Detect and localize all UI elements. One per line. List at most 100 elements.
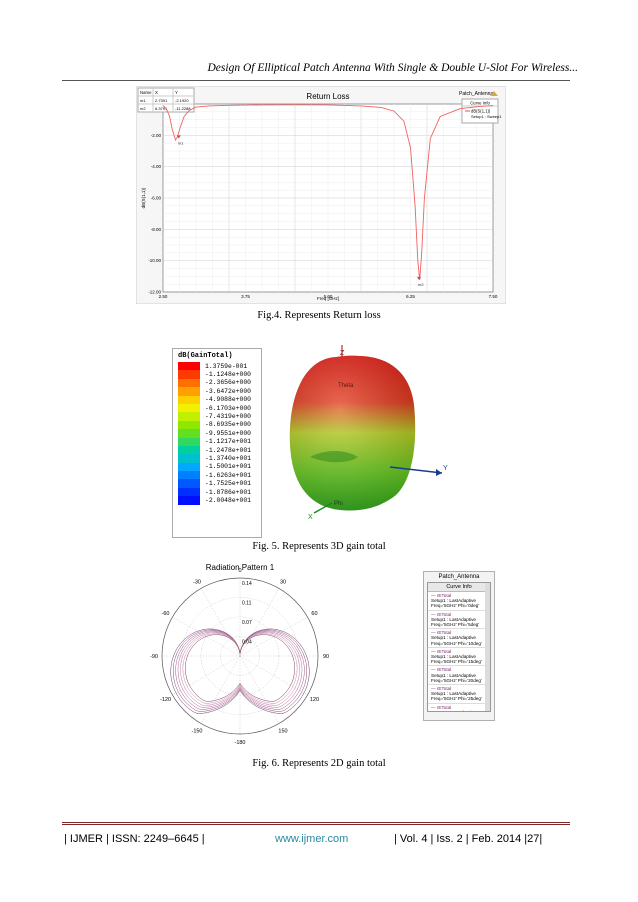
marker-table-cell: 6.3791 xyxy=(155,106,168,111)
curve-info-line: Setup1 : LastAdaptive xyxy=(431,635,476,641)
polar-labels: 0 30 60 90 120 150 -180 -150 -120 -90 -60 -30 0.14 0.… xyxy=(150,568,329,746)
gain-legend-row: -1.6263e+001 xyxy=(173,471,261,480)
gain-legend-swatch xyxy=(178,462,200,472)
curve-info-box: Curve Info dB(S(1,1)) Setup1 : Sweep1 xyxy=(461,98,502,124)
gain-legend-swatch xyxy=(178,370,200,379)
marker-table-cell: -11.2288 xyxy=(175,106,191,111)
angle-label: -180 xyxy=(234,740,245,746)
gain-legend-row: -6.1703e+000 xyxy=(173,403,261,413)
curve-info-line: Freq='5GHz' Phi='15deg' xyxy=(431,659,482,665)
angle-label: 60 xyxy=(311,611,317,617)
gain-legend-value: -8.6935e+000 xyxy=(205,421,252,429)
gain-legend-row: -1.8786e+001 xyxy=(173,487,261,497)
z-axis-label: Z xyxy=(340,350,345,357)
marker-table-header: X xyxy=(155,90,158,95)
angle-label: -60 xyxy=(162,611,170,617)
marker-table-cell: 2.7391 xyxy=(155,98,168,103)
pattern-curves xyxy=(170,628,310,714)
curve-info-line: Freq='5GHz' Phi='25deg' xyxy=(431,696,482,702)
curve-info-line: Freq='5GHz' Phi='20deg' xyxy=(431,677,482,683)
curve-info-line: Freq='5GHz' Phi='10deg' xyxy=(431,640,482,646)
angle-label: 150 xyxy=(278,728,287,734)
gain-legend-swatch xyxy=(178,395,200,404)
theta-label: Theta xyxy=(338,383,354,389)
gain-legend-swatch xyxy=(178,412,200,421)
gain-legend-value: -3.6472e+000 xyxy=(205,387,252,395)
marker-m1 xyxy=(176,135,181,139)
gain-legend-value: -9.9551e+000 xyxy=(205,429,252,437)
radial-tick: 0.11 xyxy=(242,601,252,607)
gain-legend-row: -1.5001e+001 xyxy=(173,462,261,472)
x-tick-label: 5.00 xyxy=(324,294,333,299)
gain-legend-swatch xyxy=(178,445,200,455)
curve-info-line: Freq='5GHz' Phi='0deg' xyxy=(431,603,480,609)
gain-legend-row: -9.9551e+000 xyxy=(173,429,261,438)
curve-info-line: Setup1 : LastAdaptive xyxy=(431,598,476,604)
curve-info-header: Curve Info xyxy=(428,583,490,592)
gain-legend-row: -1.1248e+000 xyxy=(173,370,261,379)
marker-table-cell: m2 xyxy=(140,106,146,111)
gain-legend-value: -1.5001e+001 xyxy=(205,463,252,471)
curve-info-title: Curve Info xyxy=(470,101,490,106)
footer-website-link[interactable]: www.ijmer.com xyxy=(275,833,349,845)
angle-label: 90 xyxy=(323,654,329,660)
polar-grid xyxy=(161,577,319,735)
legend-entry-setup: Setup1 : Sweep1 xyxy=(471,114,502,119)
gain-legend-row: -7.4319e+000 xyxy=(173,412,261,421)
gain-legend-row: 1.3759e-001 xyxy=(173,362,261,371)
gain-legend-row: -8.6935e+000 xyxy=(173,420,261,430)
radial-tick: 0.04 xyxy=(242,640,252,646)
gain-dimple xyxy=(310,451,358,463)
angle-label: 30 xyxy=(280,580,286,586)
y-tick-label: -2.00 xyxy=(151,133,162,138)
gain-legend-swatch xyxy=(178,403,200,413)
gain-legend-row: -4.9088e+000 xyxy=(173,395,261,404)
gain-legend-row: -1.7525e+001 xyxy=(173,479,261,488)
curve-info-line: Setup1 : LastAdaptive xyxy=(431,616,476,622)
marker-table-header: Name xyxy=(140,90,152,95)
curve-info-line: — rETotal xyxy=(431,704,452,710)
x-tick-label: 3.75 xyxy=(241,294,250,299)
marker-m2 xyxy=(417,276,422,280)
axis-ticks: 2.50 3.75 5.00 6.25 7.50 -2.00 -4.00 -6.00 -8.00… xyxy=(148,133,498,299)
running-header: Design Of Elliptical Patch Antenna With … xyxy=(207,62,578,74)
x-axis-icon xyxy=(313,502,333,514)
angle-label: -90 xyxy=(150,654,158,660)
fig4-caption: Fig.4. Represents Return loss xyxy=(257,310,381,321)
chart-title: Return Loss xyxy=(306,92,349,101)
return-loss-chart: Return Loss Patch_Antenna Name X Ym1 2.7391… xyxy=(136,86,506,304)
x-tick-label: 6.25 xyxy=(406,294,415,299)
gain-legend: dB(GainTotal) 1.3759e-001 -1.1248e+000 -2.… xyxy=(172,348,262,538)
x-tick-label: 7.50 xyxy=(489,294,498,299)
gain-legend-row: -1.3740e+001 xyxy=(173,454,261,463)
gain-legend-value: -6.1703e+000 xyxy=(205,404,252,412)
y-tick-label: -12.00 xyxy=(148,290,161,295)
curve-info-scrollbar[interactable] xyxy=(485,583,490,711)
radiation-pattern-plot: Radiation Pattern 1 0 30 60 90 120 150 -180 -15… xyxy=(150,563,329,746)
project-label: Patch_Antenna xyxy=(459,91,493,97)
gain-legend-swatch xyxy=(178,420,200,430)
x-axis-label: X xyxy=(308,514,313,521)
angle-label: -30 xyxy=(193,580,201,586)
radiation-title: Radiation Pattern 1 xyxy=(206,563,275,572)
phi-label: Phi xyxy=(334,501,343,507)
y-tick-label: -6.00 xyxy=(151,196,162,201)
gain-legend-value: -1.2478e+001 xyxy=(205,446,252,454)
logo-icon xyxy=(490,91,498,96)
curve-info-line: — rETotal xyxy=(431,611,452,617)
gain-legend-title: dB(GainTotal) xyxy=(178,352,233,360)
gain-legend-row: -1.2478e+001 xyxy=(173,445,261,455)
footer-volume: | Vol. 4 | Iss. 2 | Feb. 2014 |27| xyxy=(394,833,543,845)
marker-table-header: Y xyxy=(175,90,178,95)
gain-legend-swatch xyxy=(178,362,200,371)
x-axis-label: Freq [GHz] xyxy=(317,296,339,301)
gain-legend-swatch xyxy=(178,387,200,396)
gain-legend-swatch xyxy=(178,378,200,388)
